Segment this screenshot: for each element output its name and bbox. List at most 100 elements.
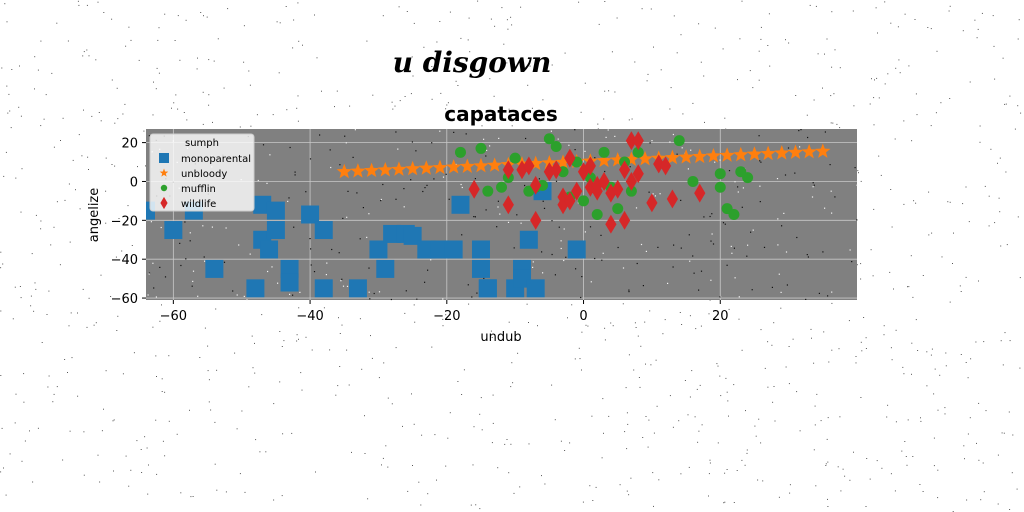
legend-entry-unbloody: unbloody bbox=[159, 168, 227, 180]
data-point-unbloody bbox=[678, 149, 694, 164]
data-point-wildlife bbox=[618, 160, 631, 180]
data-point-wildlife bbox=[646, 193, 658, 213]
data-point-monoparental bbox=[430, 240, 449, 259]
data-point-monoparental bbox=[280, 259, 299, 278]
legend-marker-monoparental bbox=[159, 153, 169, 163]
data-point-mufflin bbox=[543, 133, 555, 145]
data-point-wildlife bbox=[659, 156, 672, 176]
data-point-wildlife bbox=[502, 160, 514, 180]
data-point-unbloody bbox=[623, 151, 639, 166]
y-axis-label: angelize bbox=[87, 188, 102, 243]
data-point-unbloody bbox=[418, 160, 434, 175]
data-point-wildlife bbox=[543, 162, 555, 182]
data-point-mufflin bbox=[728, 209, 740, 220]
legend-entry-mufflin: mufflin bbox=[160, 184, 216, 195]
data-point-unbloody bbox=[528, 155, 544, 171]
data-point-mufflin bbox=[714, 181, 726, 193]
data-point-mufflin bbox=[612, 203, 624, 215]
y-tick-label: −60 bbox=[111, 292, 138, 307]
axis-ticks: −60 −40 −20 0 20 −60 −40 −20 0 20 bbox=[111, 137, 729, 324]
data-point-wildlife bbox=[653, 154, 665, 174]
data-point-unbloody bbox=[610, 152, 626, 167]
data-point-wildlife bbox=[632, 131, 644, 151]
data-point-wildlife bbox=[564, 191, 576, 211]
data-point-wildlife bbox=[571, 181, 583, 201]
data-point-monoparental bbox=[471, 240, 490, 259]
data-point-unbloody bbox=[350, 163, 366, 178]
data-point-wildlife bbox=[694, 183, 706, 203]
data-point-mufflin bbox=[625, 185, 637, 197]
data-point-monoparental bbox=[471, 259, 490, 278]
data-point-monoparental bbox=[369, 240, 388, 259]
data-point-monoparental bbox=[266, 221, 285, 240]
data-point-wildlife bbox=[666, 189, 679, 209]
data-point-unbloody bbox=[637, 150, 653, 166]
data-point-unbloody bbox=[377, 162, 393, 177]
data-point-mufflin bbox=[598, 146, 610, 158]
legend-label: wildlife bbox=[181, 199, 216, 210]
data-point-mufflin bbox=[687, 175, 699, 187]
data-point-mufflin bbox=[550, 140, 562, 152]
data-point-unbloody bbox=[746, 146, 763, 161]
data-point-wildlife bbox=[632, 164, 644, 184]
legend-marker-mufflin bbox=[160, 184, 168, 192]
legend-box bbox=[149, 133, 255, 212]
legend-marker-unbloody bbox=[159, 168, 169, 177]
y-tick-label: −40 bbox=[111, 253, 138, 268]
data-point-monoparental bbox=[526, 279, 545, 298]
data-point-unbloody bbox=[815, 143, 831, 158]
data-point-wildlife bbox=[625, 172, 637, 191]
legend-label: mufflin bbox=[181, 184, 216, 195]
data-point-wildlife bbox=[502, 195, 514, 215]
data-point-wildlife bbox=[530, 210, 542, 230]
data-point-wildlife bbox=[468, 179, 480, 199]
data-point-wildlife bbox=[564, 148, 576, 168]
data-point-monoparental bbox=[403, 226, 422, 245]
data-point-monoparental bbox=[253, 195, 272, 214]
data-point-monoparental bbox=[519, 230, 538, 249]
legend-label: unbloody bbox=[181, 169, 227, 180]
data-point-unbloody bbox=[473, 157, 489, 173]
data-point-unbloody bbox=[487, 157, 503, 172]
legend-title: sumph bbox=[185, 138, 219, 149]
chart-title: capataces bbox=[444, 102, 558, 126]
data-point-unbloody bbox=[336, 163, 352, 179]
data-point-monoparental bbox=[567, 240, 586, 259]
data-point-monoparental bbox=[246, 279, 265, 298]
data-point-monoparental bbox=[205, 259, 224, 278]
data-point-wildlife bbox=[550, 160, 562, 180]
data-point-unbloody bbox=[541, 155, 557, 170]
data-point-unbloody bbox=[692, 148, 708, 164]
series-wildlife bbox=[468, 131, 706, 234]
data-point-monoparental bbox=[478, 279, 497, 298]
legend-entry-wildlife: wildlife bbox=[160, 196, 216, 210]
data-point-mufflin bbox=[482, 185, 494, 197]
x-tick-label: 0 bbox=[579, 309, 587, 324]
data-point-mufflin bbox=[742, 172, 754, 184]
data-point-unbloody bbox=[719, 147, 735, 162]
data-point-unbloody bbox=[733, 146, 749, 162]
data-point-monoparental bbox=[314, 279, 333, 298]
x-tick-label: −60 bbox=[160, 309, 187, 324]
legend: sumph monoparental unbloody mufflin wildlif… bbox=[149, 133, 255, 212]
data-point-unbloody bbox=[787, 144, 804, 159]
data-point-monoparental bbox=[280, 273, 299, 292]
data-point-monoparental bbox=[383, 224, 402, 243]
data-point-monoparental bbox=[260, 240, 279, 259]
data-point-wildlife bbox=[530, 175, 542, 195]
data-point-mufflin bbox=[632, 146, 644, 158]
data-point-monoparental bbox=[266, 201, 285, 220]
data-point-mufflin bbox=[496, 181, 507, 193]
data-point-monoparental bbox=[348, 279, 367, 298]
data-point-unbloody bbox=[705, 148, 722, 163]
legend-marker-wildlife bbox=[160, 196, 168, 210]
data-point-monoparental bbox=[513, 269, 532, 288]
data-point-unbloody bbox=[760, 145, 776, 161]
x-axis-label: undub bbox=[480, 330, 521, 345]
legend-entry-monoparental: monoparental bbox=[159, 153, 251, 165]
data-point-unbloody bbox=[459, 158, 475, 173]
data-point-mufflin bbox=[578, 195, 590, 207]
data-point-monoparental bbox=[301, 205, 320, 224]
legend-label: monoparental bbox=[181, 154, 251, 165]
